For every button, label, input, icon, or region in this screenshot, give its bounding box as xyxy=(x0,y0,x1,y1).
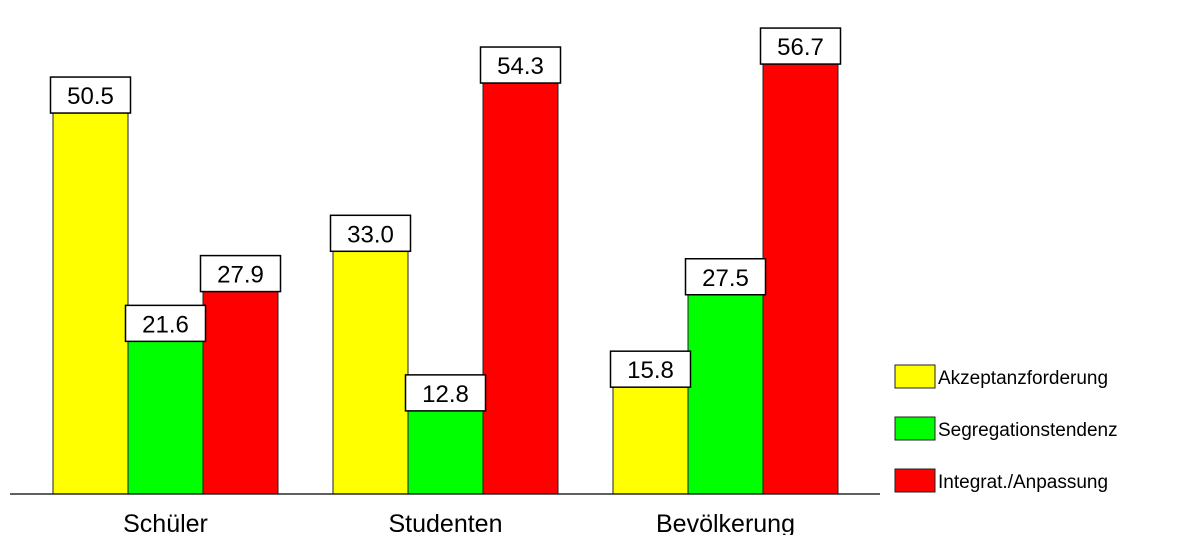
value-label-box xyxy=(49,76,132,114)
category-labels-layer: Schüler Studenten Bevölkerung xyxy=(123,510,795,535)
bar-bev-lkerung-akzeptanzforderung xyxy=(612,368,689,495)
bar-bev-lkerung-integrat-anpassung xyxy=(762,45,839,495)
value-label-box xyxy=(329,214,412,253)
value-label: 27.9 xyxy=(217,262,264,289)
legend-swatch xyxy=(894,468,936,493)
value-label: 56.7 xyxy=(777,34,824,61)
value-label: 21.6 xyxy=(142,311,189,338)
value-label: 27.5 xyxy=(702,265,749,292)
value-labels-layer: 50.5 21.6 27.9 33.0 12.8 54.3 15.8 27.5 56.7 xyxy=(49,27,842,412)
category-label-sch-ler: Schüler xyxy=(123,510,208,535)
value-label-box xyxy=(479,46,562,84)
bar-studenten-akzeptanzforderung xyxy=(332,232,409,495)
category-label-studenten: Studenten xyxy=(389,510,503,535)
legend-swatch xyxy=(894,364,936,389)
value-label-box xyxy=(684,258,767,296)
value-label-box xyxy=(124,304,207,343)
value-label: 15.8 xyxy=(627,357,674,384)
bar-sch-ler-integrat-anpassung xyxy=(202,273,279,495)
legend-label: Segregationstendenz xyxy=(938,420,1118,441)
value-label: 54.3 xyxy=(497,53,544,80)
value-label-box xyxy=(609,350,692,388)
value-label: 33.0 xyxy=(347,221,394,248)
value-label-box xyxy=(199,254,282,293)
bar-sch-ler-akzeptanzforderung xyxy=(52,94,129,495)
bars-layer xyxy=(52,45,839,495)
legend-swatch xyxy=(894,416,936,441)
legend-label: Integrat./Anpassung xyxy=(938,472,1108,493)
legend: Akzeptanzforderung Segregationstendenz Int… xyxy=(894,364,1118,493)
value-label: 50.5 xyxy=(67,83,114,110)
bar-studenten-integrat-anpassung xyxy=(482,64,559,495)
bar-sch-ler-segregationstendenz xyxy=(127,322,204,495)
value-label-box xyxy=(404,374,487,412)
value-label: 12.8 xyxy=(422,381,469,408)
legend-label: Akzeptanzforderung xyxy=(938,368,1108,389)
bar-bev-lkerung-segregationstendenz xyxy=(687,276,764,495)
value-label-box xyxy=(759,27,842,65)
category-label-bev-lkerung: Bevölkerung xyxy=(656,510,795,535)
